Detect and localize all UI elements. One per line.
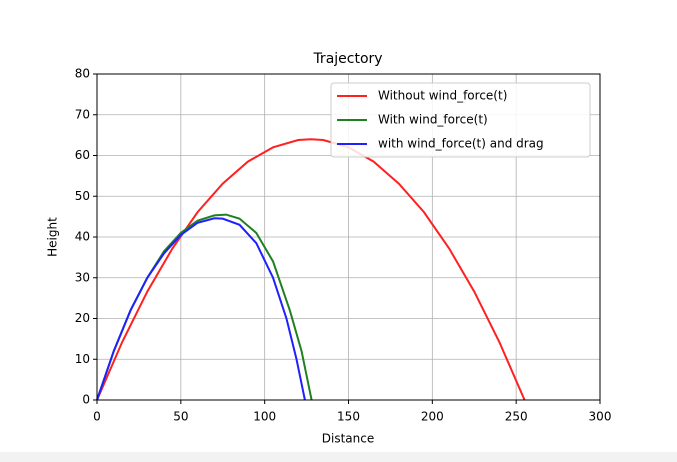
legend-box [330,82,591,158]
y-tick-label: 40 [75,230,90,244]
chart-title: Trajectory [312,51,382,67]
x-tick-label: 300 [589,410,612,424]
line-series [96,138,526,401]
legend-label: Without wind_force(t) [378,89,507,103]
x-tick-label: 0 [93,410,101,424]
legend-label: With wind_force(t) [378,113,488,127]
y-tick-label: 70 [75,107,90,121]
y-tick-label: 30 [75,270,90,284]
x-tick-label: 150 [337,410,360,424]
y-tick-label: 0 [82,393,90,407]
y-tick-label: 50 [75,189,90,203]
x-axis-label: Distance [322,432,374,446]
plot-frame [96,73,601,401]
x-tick-label: 100 [253,410,276,424]
line-series [96,217,306,401]
y-tick-label: 80 [75,67,90,81]
legend-label: with wind_force(t) and drag [378,137,544,151]
line-series [96,213,313,401]
y-tick-label: 60 [75,148,90,162]
y-axis-label: Height [46,217,60,257]
y-tick-label: 10 [75,352,90,366]
y-tick-label: 20 [75,311,90,325]
bottom-strip [0,452,677,462]
x-tick-label: 200 [421,410,444,424]
x-tick-label: 250 [505,410,528,424]
x-tick-label: 50 [173,410,188,424]
